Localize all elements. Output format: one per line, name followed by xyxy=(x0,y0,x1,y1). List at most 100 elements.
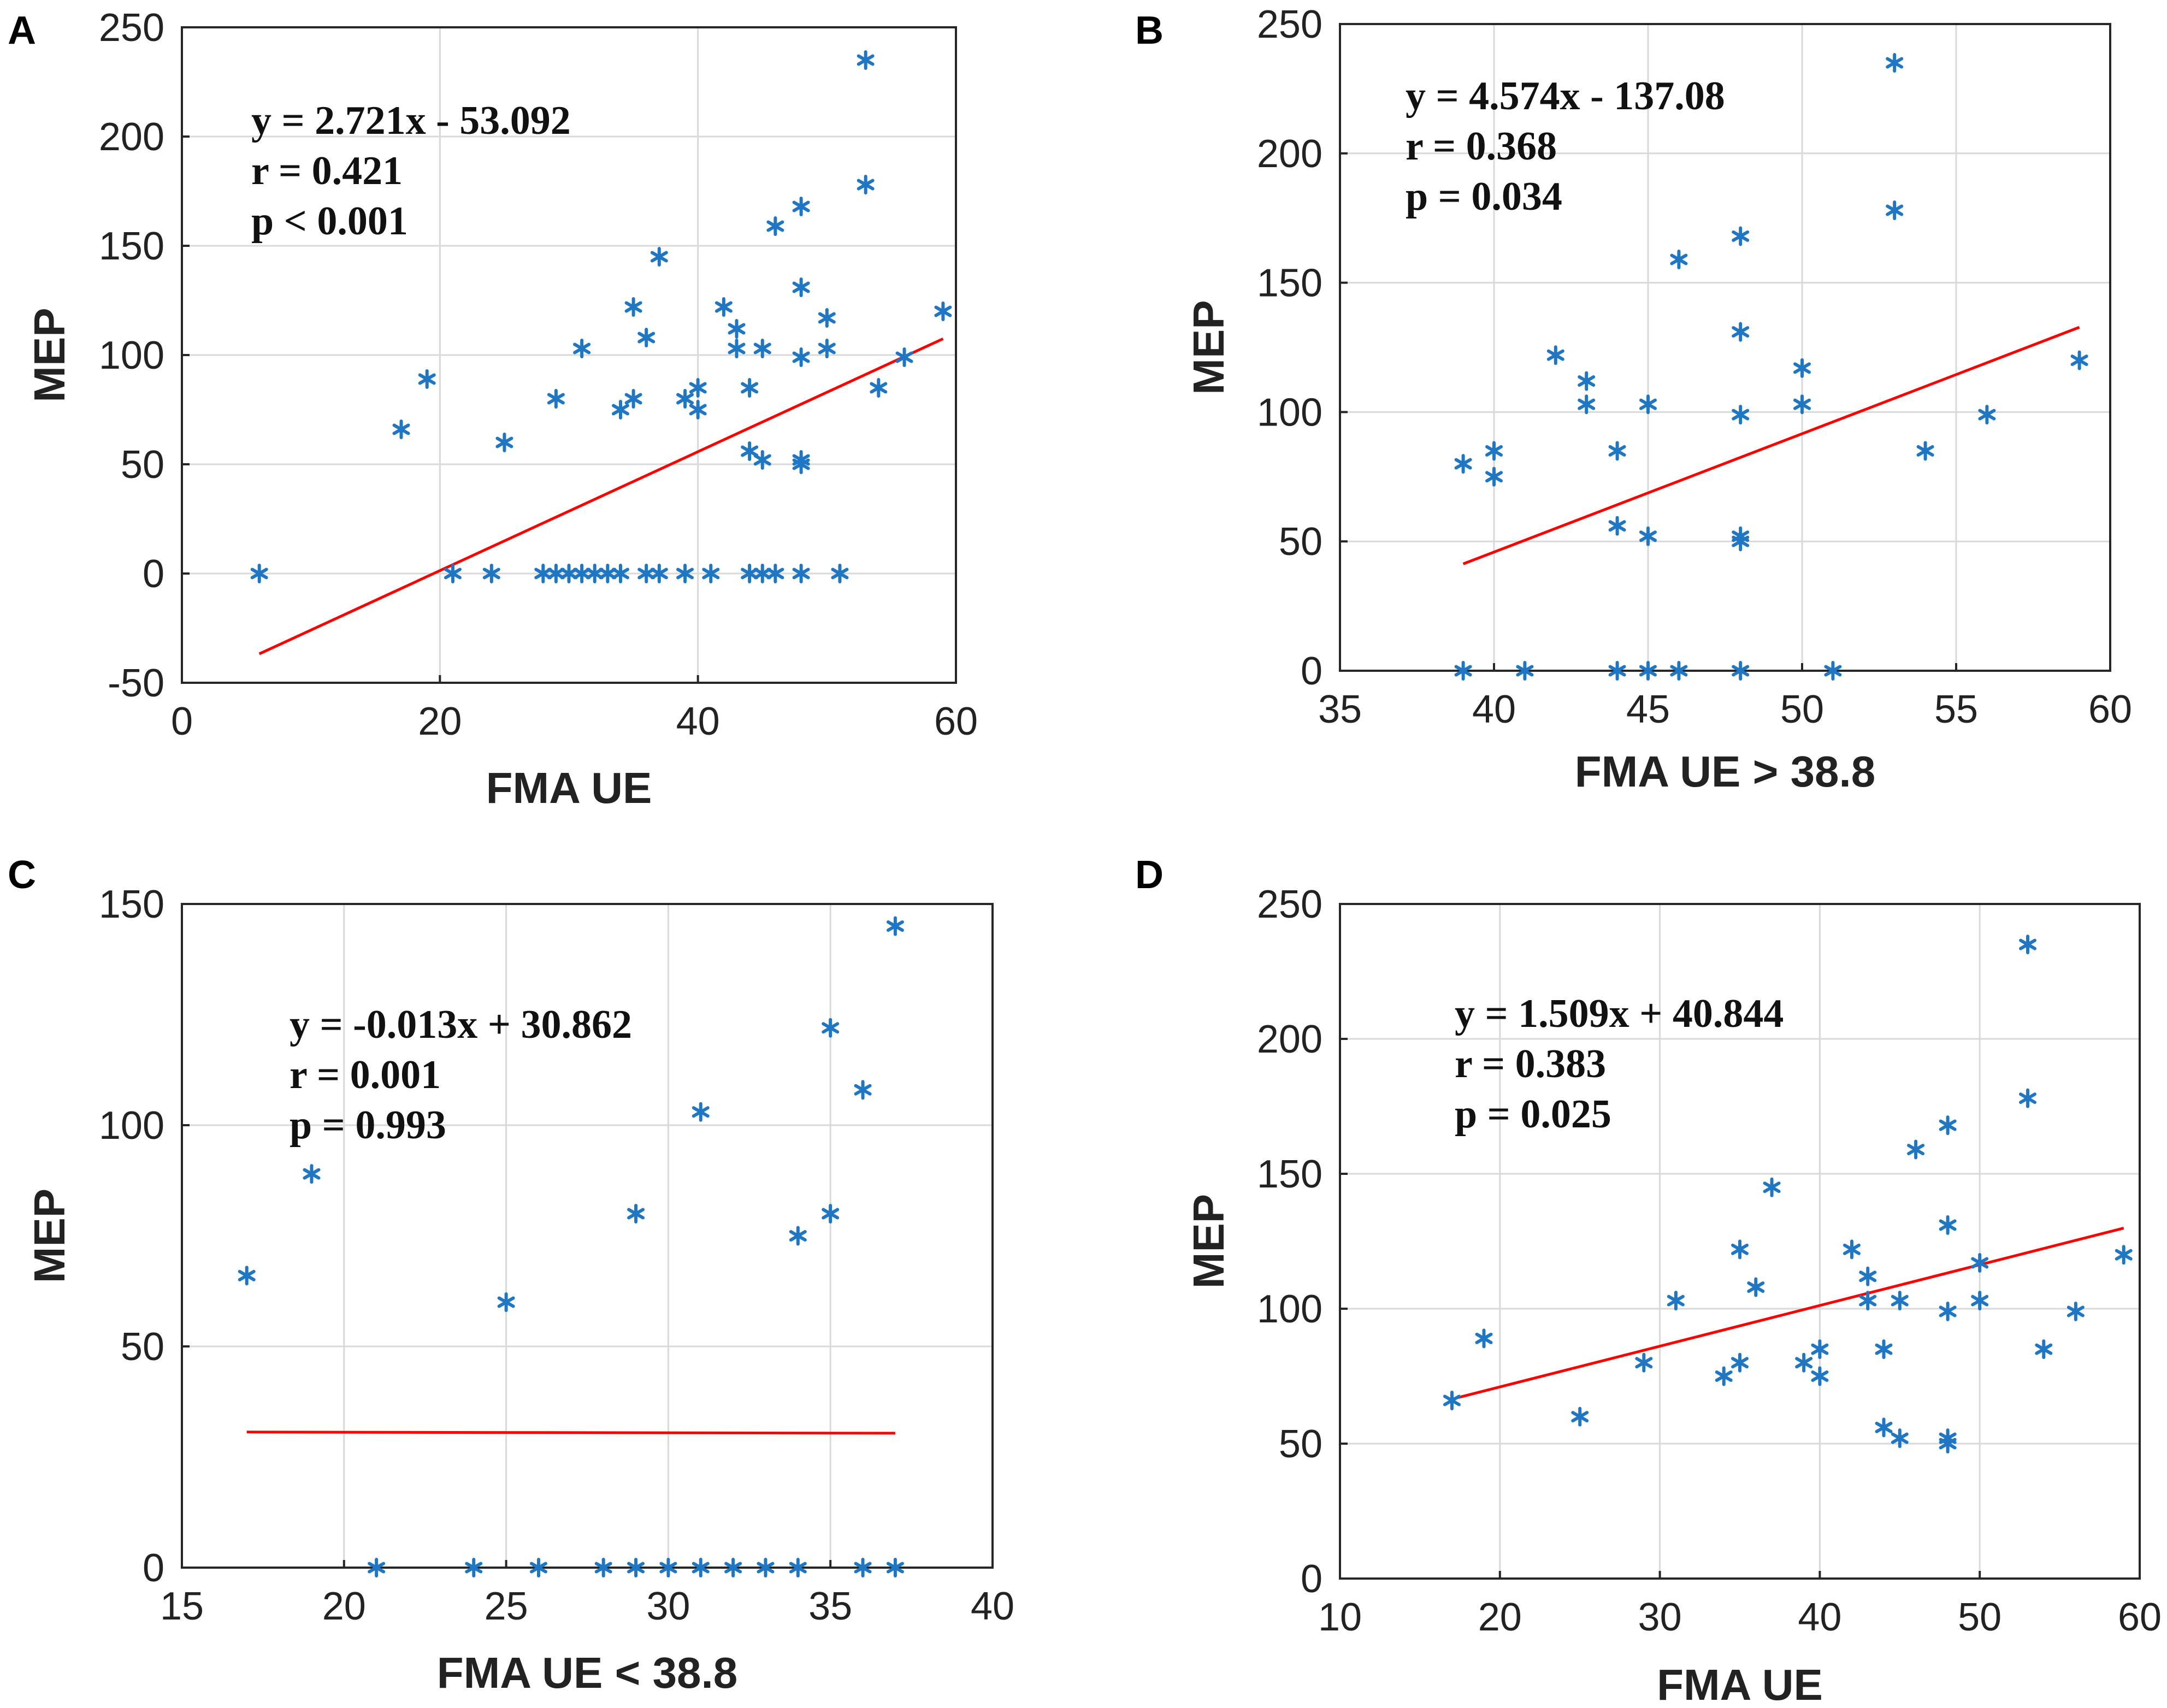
y-tick-label: 150 xyxy=(99,224,164,268)
data-point xyxy=(692,1558,710,1577)
data-point xyxy=(886,916,904,936)
axes-frame xyxy=(1339,903,2141,1580)
data-point xyxy=(2019,935,2037,955)
y-tick-label: 0 xyxy=(1301,1557,1322,1601)
x-tick-label: 30 xyxy=(646,1585,690,1628)
x-tick-label: 35 xyxy=(808,1585,852,1628)
x-tick-label: 10 xyxy=(1318,1595,1362,1639)
panel-letter: B xyxy=(1135,9,1164,52)
data-point xyxy=(753,339,771,358)
data-point xyxy=(547,389,565,409)
data-point xyxy=(934,302,952,321)
data-point xyxy=(822,1018,840,1038)
data-point xyxy=(689,400,707,419)
y-tick-label: 150 xyxy=(1257,1153,1322,1196)
stat-annotation: p = 0.025 xyxy=(1455,1092,1611,1137)
data-point xyxy=(611,400,629,419)
panel-letter: A xyxy=(8,9,36,52)
x-axis-label: FMA UE xyxy=(486,764,652,812)
stat-annotation: y = -0.013x + 30.862 xyxy=(290,1002,632,1047)
data-point xyxy=(1978,405,1996,425)
data-point xyxy=(650,247,668,267)
y-axis-label: MEP xyxy=(25,1189,74,1283)
data-point xyxy=(418,369,436,389)
x-axis-label: FMA UE < 38.8 xyxy=(437,1648,738,1697)
data-point xyxy=(534,564,552,583)
data-point xyxy=(627,1204,645,1224)
data-point xyxy=(1732,531,1750,552)
plot-area xyxy=(1340,24,2110,671)
data-point xyxy=(497,1292,515,1312)
data-point xyxy=(1715,1366,1733,1386)
data-point xyxy=(1886,200,1904,220)
data-point xyxy=(2066,1301,2085,1321)
data-point xyxy=(573,339,591,358)
x-tick-label: 40 xyxy=(971,1585,1014,1628)
x-tick-label: 60 xyxy=(2088,688,2132,731)
data-point xyxy=(2070,350,2088,370)
data-point xyxy=(1875,1417,1893,1438)
stat-annotation: r = 0.421 xyxy=(251,149,403,193)
data-point xyxy=(2115,1245,2133,1265)
regression-line xyxy=(1462,326,2080,565)
data-point xyxy=(599,564,617,583)
data-point xyxy=(1763,1177,1781,1197)
axes-frame xyxy=(1339,23,2111,672)
data-point xyxy=(444,564,462,583)
data-point xyxy=(624,389,642,409)
data-point xyxy=(741,564,759,583)
data-point xyxy=(1443,1390,1461,1410)
x-tick-label: 40 xyxy=(676,700,720,743)
data-point xyxy=(624,297,642,317)
data-point xyxy=(637,564,656,583)
data-point xyxy=(854,1558,872,1577)
y-tick-label: 0 xyxy=(143,1546,164,1590)
data-point xyxy=(1578,371,1596,391)
regression-line xyxy=(246,1431,895,1435)
data-point xyxy=(895,347,913,367)
data-point xyxy=(1916,441,1934,461)
data-point xyxy=(1732,405,1750,425)
y-tick-label: 50 xyxy=(1279,520,1322,564)
regression-line xyxy=(1451,1226,2124,1400)
data-point xyxy=(1843,1239,1861,1260)
data-point xyxy=(766,216,784,236)
data-point xyxy=(1670,249,1688,269)
data-point xyxy=(1454,661,1472,681)
y-tick-label: 50 xyxy=(121,443,164,487)
data-point xyxy=(392,419,410,439)
y-tick-label: 0 xyxy=(1301,649,1322,693)
data-point xyxy=(831,564,849,583)
data-point xyxy=(594,1558,612,1577)
data-point xyxy=(792,564,810,583)
data-point xyxy=(792,197,810,216)
data-point xyxy=(792,347,810,367)
data-point xyxy=(1891,1291,1909,1311)
stat-annotation: p = 0.993 xyxy=(290,1103,446,1148)
data-point xyxy=(741,378,759,398)
data-point xyxy=(1811,1339,1829,1360)
x-tick-label: 30 xyxy=(1638,1595,1682,1639)
data-point xyxy=(2035,1339,2053,1360)
data-point xyxy=(702,564,720,583)
data-point xyxy=(586,564,604,583)
data-point xyxy=(1608,441,1626,461)
data-point xyxy=(611,564,629,583)
data-point xyxy=(676,564,694,583)
data-point xyxy=(1732,226,1750,246)
data-point xyxy=(529,1558,547,1577)
x-tick-label: 15 xyxy=(160,1585,204,1628)
panel-d: 10 20 30 40 50 60 0 50 100 150 200 250 FMA UE MEP Dy =… xyxy=(1135,853,2162,1708)
panel-letter: C xyxy=(8,853,36,897)
data-point xyxy=(766,564,784,583)
data-point xyxy=(368,1558,386,1577)
data-point xyxy=(1667,1291,1685,1311)
data-point xyxy=(1971,1291,1989,1311)
y-tick-label: 50 xyxy=(121,1325,164,1369)
axes-frame xyxy=(181,903,994,1569)
data-point xyxy=(728,339,746,358)
x-tick-label: 20 xyxy=(322,1585,366,1628)
x-tick-label: 40 xyxy=(1472,688,1516,731)
panel-c: 15 20 25 30 35 40 0 50 100 150 FMA UE < 38.8 MEP Cy … xyxy=(8,853,1014,1697)
